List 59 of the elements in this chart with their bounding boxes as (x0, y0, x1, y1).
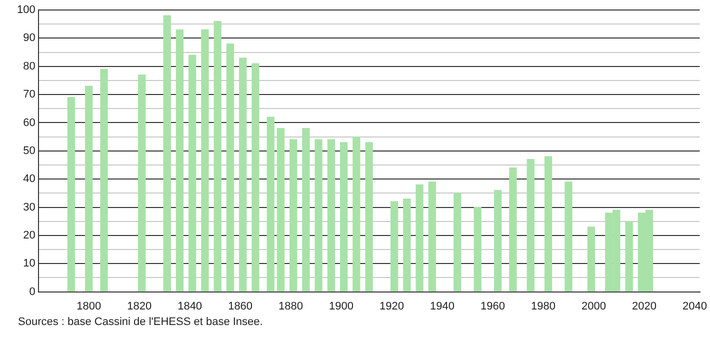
y-tick-label: 40 (23, 173, 36, 186)
y-tick-label: 80 (23, 60, 36, 72)
x-tick-label: 1960 (480, 300, 505, 312)
bar (163, 15, 171, 292)
bar (352, 136, 360, 292)
bar (494, 190, 502, 292)
x-tick-label: 2040 (682, 300, 707, 312)
x-tick-label: 1800 (76, 300, 102, 312)
source-note: Sources : base Cassini de l'EHESS et base Insee. (18, 316, 264, 328)
bar (390, 201, 398, 292)
x-tick-label: 1860 (228, 300, 253, 312)
bar (201, 29, 209, 292)
bar (340, 142, 348, 292)
bar (428, 182, 436, 292)
x-tick-label: 1940 (430, 300, 455, 312)
bar (302, 128, 310, 292)
bar (625, 221, 633, 292)
x-tick-label: 2000 (581, 300, 606, 312)
x-tick-label: 2020 (632, 300, 656, 312)
y-tick-label: 50 (23, 144, 36, 157)
bar (327, 139, 336, 292)
bar (266, 116, 274, 292)
bar (239, 58, 247, 292)
x-tick-label: 1900 (329, 300, 354, 312)
x-tick-label: 1840 (178, 300, 202, 312)
x-tick-label: 1820 (127, 300, 152, 312)
y-tick-label: 20 (23, 229, 36, 242)
bar (176, 29, 184, 292)
bar (138, 74, 146, 292)
x-tick-label: 1880 (278, 300, 304, 312)
bar (564, 182, 572, 292)
bar (289, 139, 298, 292)
y-tick-label: 30 (23, 201, 36, 214)
y-tick-label: 0 (29, 286, 36, 298)
bar (587, 226, 596, 292)
x-tick-label: 1980 (530, 300, 556, 312)
bar (188, 54, 196, 292)
bar (365, 142, 373, 292)
bar (214, 20, 222, 292)
bar (100, 68, 108, 292)
x-tick-label: 1920 (380, 300, 404, 312)
bar (276, 128, 285, 292)
bar (416, 184, 424, 292)
bar (544, 156, 552, 292)
bar (526, 159, 534, 292)
bar (314, 139, 322, 292)
bar (474, 206, 482, 292)
bar (226, 43, 234, 292)
y-tick-label: 100 (16, 4, 36, 16)
bar (454, 192, 462, 292)
y-tick-label: 90 (23, 32, 36, 44)
y-tick-label: 60 (23, 116, 36, 129)
bar (509, 167, 517, 292)
bar (67, 97, 75, 292)
y-tick-label: 70 (23, 88, 36, 101)
bar (403, 198, 411, 292)
y-tick-label: 10 (23, 258, 36, 270)
bar (85, 86, 93, 292)
bar (252, 63, 260, 292)
